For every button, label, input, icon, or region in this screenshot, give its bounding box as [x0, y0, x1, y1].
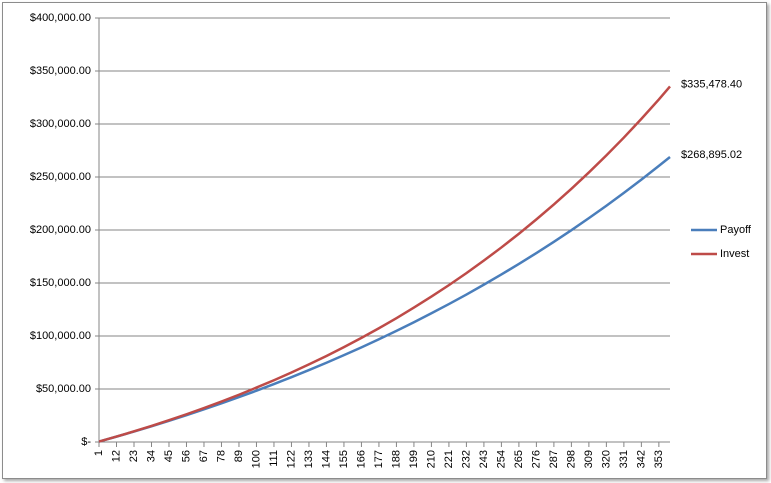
x-tick-label: 34 [145, 450, 157, 462]
x-tick-label: 78 [215, 450, 227, 462]
x-tick-label: 199 [408, 450, 420, 468]
x-tick-label: 353 [653, 450, 665, 468]
x-tick-label: 254 [495, 450, 507, 468]
legend-label: Payoff [720, 224, 752, 236]
y-tick-label: $- [81, 436, 91, 448]
x-tick-label: 232 [460, 450, 472, 468]
x-tick-label: 1 [93, 450, 105, 456]
x-tick-label: 100 [250, 450, 262, 468]
x-tick-label: 122 [285, 450, 297, 468]
x-tick-label: 12 [110, 450, 122, 462]
x-tick-label: 298 [565, 450, 577, 468]
x-tick-label: 188 [390, 450, 402, 468]
x-tick-label: 320 [600, 450, 612, 468]
series-line [98, 155, 671, 443]
x-tick-label: 342 [635, 450, 647, 468]
x-tick-label: 45 [163, 450, 175, 462]
x-tick-label: 265 [513, 450, 525, 468]
y-tick-label: $200,000.00 [30, 224, 91, 236]
y-tick-label: $350,000.00 [30, 65, 91, 77]
x-tick-label: 177 [373, 450, 385, 468]
x-tick-label: 133 [303, 450, 315, 468]
legend-label: Invest [720, 248, 749, 260]
x-tick-label: 23 [128, 450, 140, 462]
x-tick-label: 67 [198, 450, 210, 462]
x-tick-label: 89 [233, 450, 245, 462]
x-tick-label: 276 [530, 450, 542, 468]
y-tick-label: $50,000.00 [36, 383, 91, 395]
value-label: $335,478.40 [681, 78, 742, 90]
x-tick-label: 287 [548, 450, 560, 468]
y-tick-label: $150,000.00 [30, 277, 91, 289]
value-label: $268,895.02 [681, 149, 742, 161]
x-tick-label: 166 [355, 450, 367, 468]
x-tick-label: 210 [425, 450, 437, 468]
y-tick-label: $400,000.00 [30, 12, 91, 24]
x-tick-label: 144 [320, 450, 332, 468]
x-tick-label: 309 [583, 450, 595, 468]
y-tick-label: $250,000.00 [30, 171, 91, 183]
y-tick-label: $100,000.00 [30, 330, 91, 342]
x-tick-label: 111 [268, 450, 280, 467]
chart-frame [2, 2, 767, 479]
x-tick-label: 155 [338, 450, 350, 468]
x-tick-label: 221 [443, 450, 455, 468]
series-line [98, 85, 671, 443]
y-tick-label: $300,000.00 [30, 118, 91, 130]
x-tick-label: 56 [180, 450, 192, 462]
x-tick-label: 243 [478, 450, 490, 468]
x-tick-label: 331 [618, 450, 630, 468]
